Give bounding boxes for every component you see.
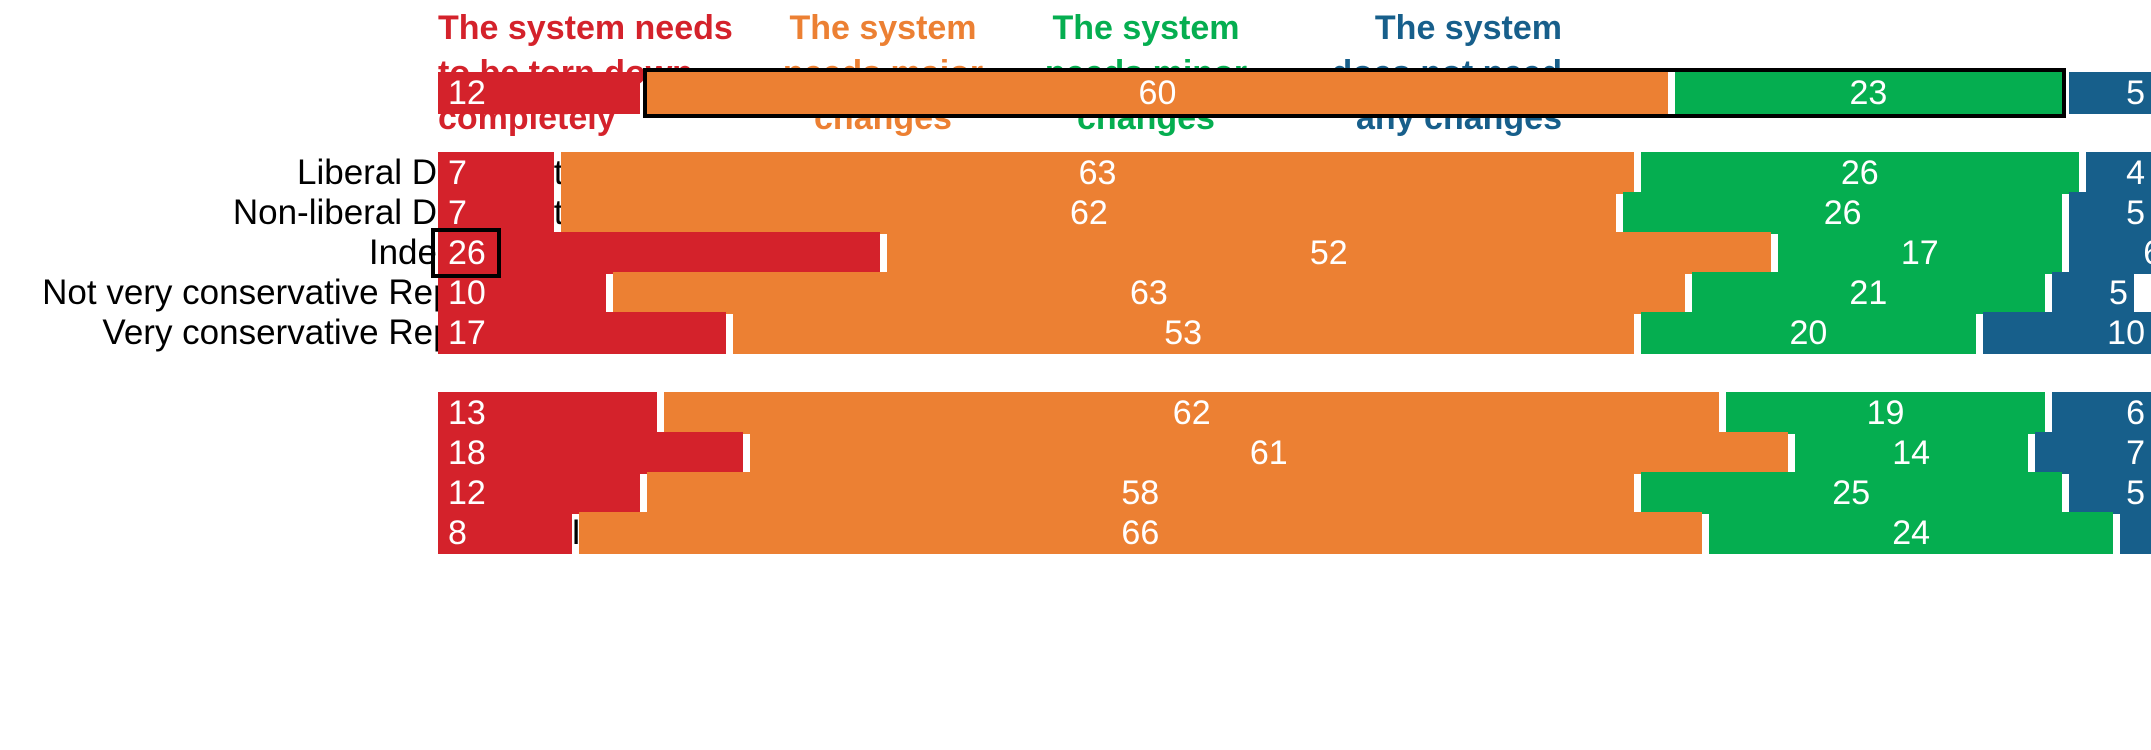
bar-segment: 5 — [2051, 272, 2134, 314]
bar-segment: 7 — [2034, 432, 2151, 474]
data-label: 8 — [448, 513, 467, 552]
data-label: 26 — [1840, 153, 1879, 192]
bar-segment: 20 — [1640, 312, 1977, 354]
bar-segment — [2120, 512, 2151, 554]
data-label: 25 — [1832, 473, 1871, 512]
data-label: 26 — [1823, 193, 1862, 232]
bar-segment: 7 — [438, 152, 555, 194]
data-label: 5 — [2126, 193, 2145, 232]
data-label: 7 — [448, 193, 467, 232]
bar-segment: 26 — [1623, 192, 2062, 234]
data-label: 19 — [1866, 393, 1905, 432]
data-label: 7 — [448, 153, 467, 192]
bar-segment: 8 — [438, 512, 572, 554]
bar-segment: 23 — [1674, 72, 2062, 114]
bar-segment: 12 — [438, 72, 641, 114]
bar-segment: 60 — [647, 72, 1668, 114]
bar-segment: 6 — [2068, 232, 2151, 274]
data-label: 5 — [2126, 73, 2145, 112]
data-label: 12 — [448, 473, 486, 512]
data-label: 4 — [2126, 153, 2145, 192]
bar-segment: 26 — [1640, 152, 2079, 194]
bar-segment: 10 — [438, 272, 606, 314]
data-label: 61 — [1249, 433, 1288, 472]
bar-segment: 5 — [2068, 192, 2151, 234]
bar-segment: 63 — [612, 272, 1685, 314]
bar-segment: 62 — [664, 392, 1720, 434]
data-label: 58 — [1121, 473, 1160, 512]
bar-segment: 7 — [438, 192, 555, 234]
bar-segment: 13 — [438, 392, 658, 434]
bar-segment: 25 — [1640, 472, 2062, 514]
data-label: 10 — [448, 273, 486, 312]
bar-segment: 17 — [438, 312, 726, 354]
bar-segment: 66 — [578, 512, 1703, 554]
data-label: 20 — [1789, 313, 1828, 352]
bar-segment: 26 — [438, 232, 880, 274]
bar-segment: 4 — [2085, 152, 2151, 194]
data-label: 7 — [2126, 433, 2145, 472]
data-label: 6 — [2143, 234, 2151, 273]
data-label: 63 — [1129, 273, 1168, 312]
bar-segment: 61 — [749, 432, 1788, 474]
data-label: 63 — [1078, 153, 1117, 192]
data-label: 5 — [2126, 473, 2145, 512]
data-label: 17 — [1900, 233, 1939, 272]
bar-segment: 24 — [1709, 512, 2114, 554]
data-label: 26 — [448, 233, 486, 272]
bar-segment: 14 — [1794, 432, 2028, 474]
bar-segment: 53 — [732, 312, 1634, 354]
data-label: 62 — [1070, 193, 1108, 232]
bar-segment: 19 — [1726, 392, 2045, 434]
data-label: 60 — [1138, 73, 1177, 112]
data-label: 6 — [2126, 393, 2145, 432]
data-label: 52 — [1309, 233, 1348, 272]
data-label: 5 — [2108, 273, 2128, 312]
data-label: 21 — [1849, 273, 1888, 312]
bar-segment: 10 — [1983, 312, 2151, 354]
bar-segment: 62 — [561, 192, 1617, 234]
bar-segment: 5 — [2068, 472, 2151, 514]
bar-segment: 5 — [2068, 72, 2151, 114]
bar-segment: 18 — [438, 432, 743, 474]
data-label: 10 — [2107, 313, 2145, 352]
bar-segment: 58 — [647, 472, 1634, 514]
data-label: 53 — [1164, 313, 1203, 352]
data-label: 14 — [1892, 433, 1931, 472]
data-label: 66 — [1121, 513, 1160, 552]
bar-segment: 12 — [438, 472, 641, 514]
data-label: 23 — [1849, 73, 1888, 112]
data-label: 12 — [448, 73, 486, 112]
data-label: 18 — [448, 433, 486, 472]
bar-segment: 21 — [1691, 272, 2045, 314]
data-label: 24 — [1892, 513, 1931, 552]
bar-segment: 52 — [886, 232, 1771, 274]
bar-segment: 17 — [1777, 232, 2062, 274]
data-label: 62 — [1172, 393, 1211, 432]
data-label: 13 — [448, 393, 486, 432]
bar-segment: 63 — [561, 152, 1634, 194]
bar-segment: 6 — [2051, 392, 2151, 434]
data-label: 17 — [448, 313, 486, 352]
